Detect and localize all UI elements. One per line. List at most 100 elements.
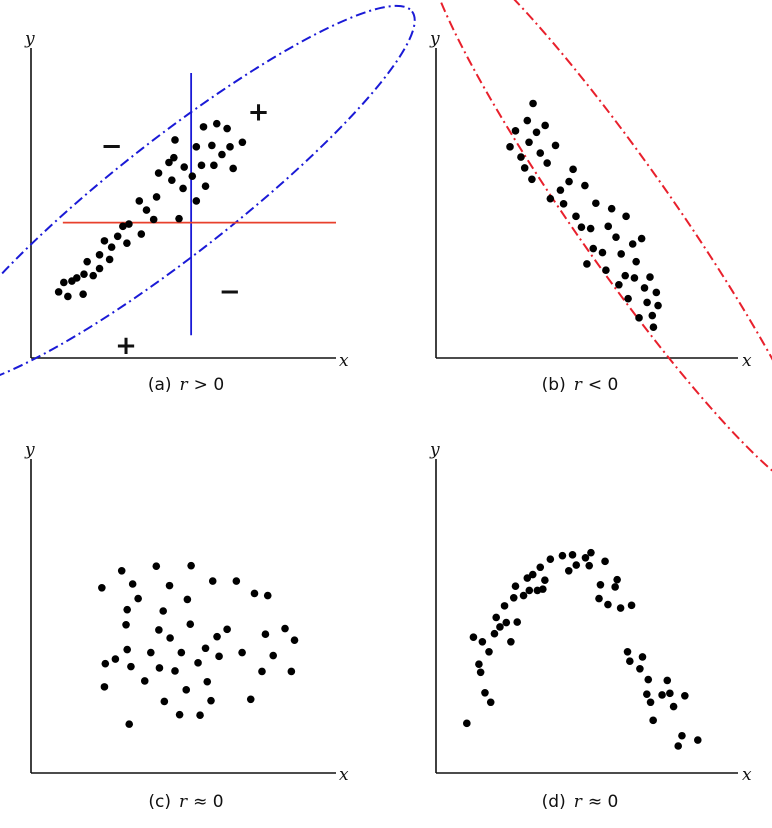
panel-b-caption-label: (b) <box>542 375 566 395</box>
panel-b-ylabel: y <box>429 29 440 49</box>
panel-a-caption-relation: > 0 <box>194 375 224 395</box>
panel-c-point <box>155 664 164 672</box>
panel-d-point <box>490 629 499 638</box>
panel-b-point <box>586 224 595 233</box>
panel-c-point <box>208 577 217 585</box>
panel-c-point <box>213 632 221 641</box>
panel-a-point <box>229 164 237 173</box>
panel-c-point <box>122 620 130 629</box>
panel-d-point <box>519 591 528 600</box>
panel-a-point <box>107 243 116 251</box>
panel-b-point <box>654 301 662 310</box>
panel-d-point <box>669 702 678 711</box>
panel-d-point <box>511 582 520 590</box>
panel-c-point <box>152 562 161 570</box>
panel-b-point <box>628 240 637 248</box>
panel-c-point <box>127 662 135 671</box>
panel-c-point <box>215 652 223 661</box>
panel-d-point <box>463 719 471 728</box>
panel-c-point <box>290 636 299 644</box>
panel-d-point <box>638 653 647 661</box>
panel-a-point <box>95 251 104 259</box>
panel-c-point <box>175 710 184 719</box>
panel-a-point <box>100 237 109 245</box>
panel-b-point <box>621 271 630 280</box>
panel-d-point <box>604 600 612 609</box>
panel-d-point <box>469 633 478 641</box>
panel-b-caption-relation: < 0 <box>588 375 618 395</box>
panel-a-point <box>175 214 183 223</box>
panel-c-point <box>159 607 167 615</box>
panel-c-caption-var: r <box>179 792 188 812</box>
panel-b-point <box>536 149 545 157</box>
panel-c-caption-relation: ≈ 0 <box>193 792 223 812</box>
panel-c-point <box>250 589 259 598</box>
panel-d-point <box>674 742 683 750</box>
panel-d-point <box>636 664 644 673</box>
panel-a-point <box>171 136 179 144</box>
panel-d-point <box>513 618 522 626</box>
panel-b-point <box>640 284 649 292</box>
panel-d: y x (d) r ≈ 0 <box>429 440 752 812</box>
panel-b-point <box>520 164 529 172</box>
panel-b-point <box>615 280 623 289</box>
panel-d-caption-relation: ≈ 0 <box>588 792 618 812</box>
panel-a-point <box>199 123 208 131</box>
panel-c-point <box>117 566 126 575</box>
panel-a-quadrant-sign: − <box>101 132 123 162</box>
panel-b-point <box>652 288 661 297</box>
panel-b-caption: (b) r < 0 <box>542 375 619 395</box>
panel-b-point <box>565 177 573 186</box>
panel-d-point <box>616 604 625 612</box>
panel-a-caption: (a) r > 0 <box>148 375 224 395</box>
panel-b-point <box>511 127 520 135</box>
panel-b-point <box>607 204 616 213</box>
panel-a-point <box>89 271 98 280</box>
panel-d-point <box>643 690 651 698</box>
panel-a-ylabel: y <box>24 29 35 49</box>
panel-d-point <box>626 657 634 666</box>
panel-b-caption-var: r <box>574 375 583 395</box>
panel-d-point <box>613 575 621 584</box>
panel-c-point <box>246 695 255 704</box>
panel-c-point <box>263 591 272 600</box>
panel-b-point <box>617 250 625 258</box>
panel-d-point <box>492 613 500 622</box>
panel-d-point <box>546 555 555 563</box>
panel-a-point <box>79 290 87 298</box>
panel-a-point <box>72 274 81 282</box>
panel-c-point <box>201 644 210 653</box>
panel-d-point <box>486 698 495 707</box>
panel-a-point <box>83 257 91 266</box>
panel-c-point <box>125 720 134 728</box>
panel-a-caption-var: r <box>180 375 189 395</box>
panel-c-point <box>128 580 137 588</box>
panel-c-point <box>100 683 109 691</box>
panel-b-point <box>604 222 613 231</box>
panel-b-point <box>589 244 598 253</box>
panel-d-point <box>623 647 632 656</box>
panel-c-caption-label: (c) <box>148 792 171 812</box>
panel-d-point <box>536 563 545 572</box>
panel-b-point <box>546 194 555 203</box>
panel-d-point <box>678 731 686 740</box>
panel-c-point <box>111 655 120 663</box>
panel-b-point <box>541 121 549 130</box>
panel-c-point <box>232 577 241 585</box>
panel-a-point <box>197 161 206 170</box>
panel-a-point <box>192 143 201 151</box>
panel-b-point <box>556 186 565 194</box>
panel-a-point <box>180 163 189 171</box>
panel-a-point <box>168 176 176 184</box>
panel-d-point <box>539 585 547 593</box>
panel-a-point <box>137 230 146 238</box>
panel-d-point <box>475 660 483 668</box>
panel-b-point <box>572 212 580 221</box>
panel-d-point <box>595 594 603 603</box>
panel-b-point <box>649 323 658 332</box>
panel-c-point <box>223 625 231 634</box>
panel-c-point <box>182 686 191 694</box>
panel-c-point <box>183 595 192 604</box>
panel-a-caption-label: (a) <box>148 375 172 395</box>
panel-d-point <box>564 566 573 575</box>
